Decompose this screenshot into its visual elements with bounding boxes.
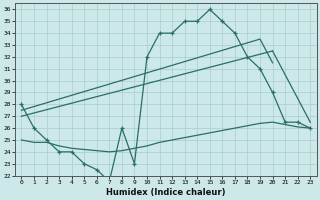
- X-axis label: Humidex (Indice chaleur): Humidex (Indice chaleur): [106, 188, 226, 197]
